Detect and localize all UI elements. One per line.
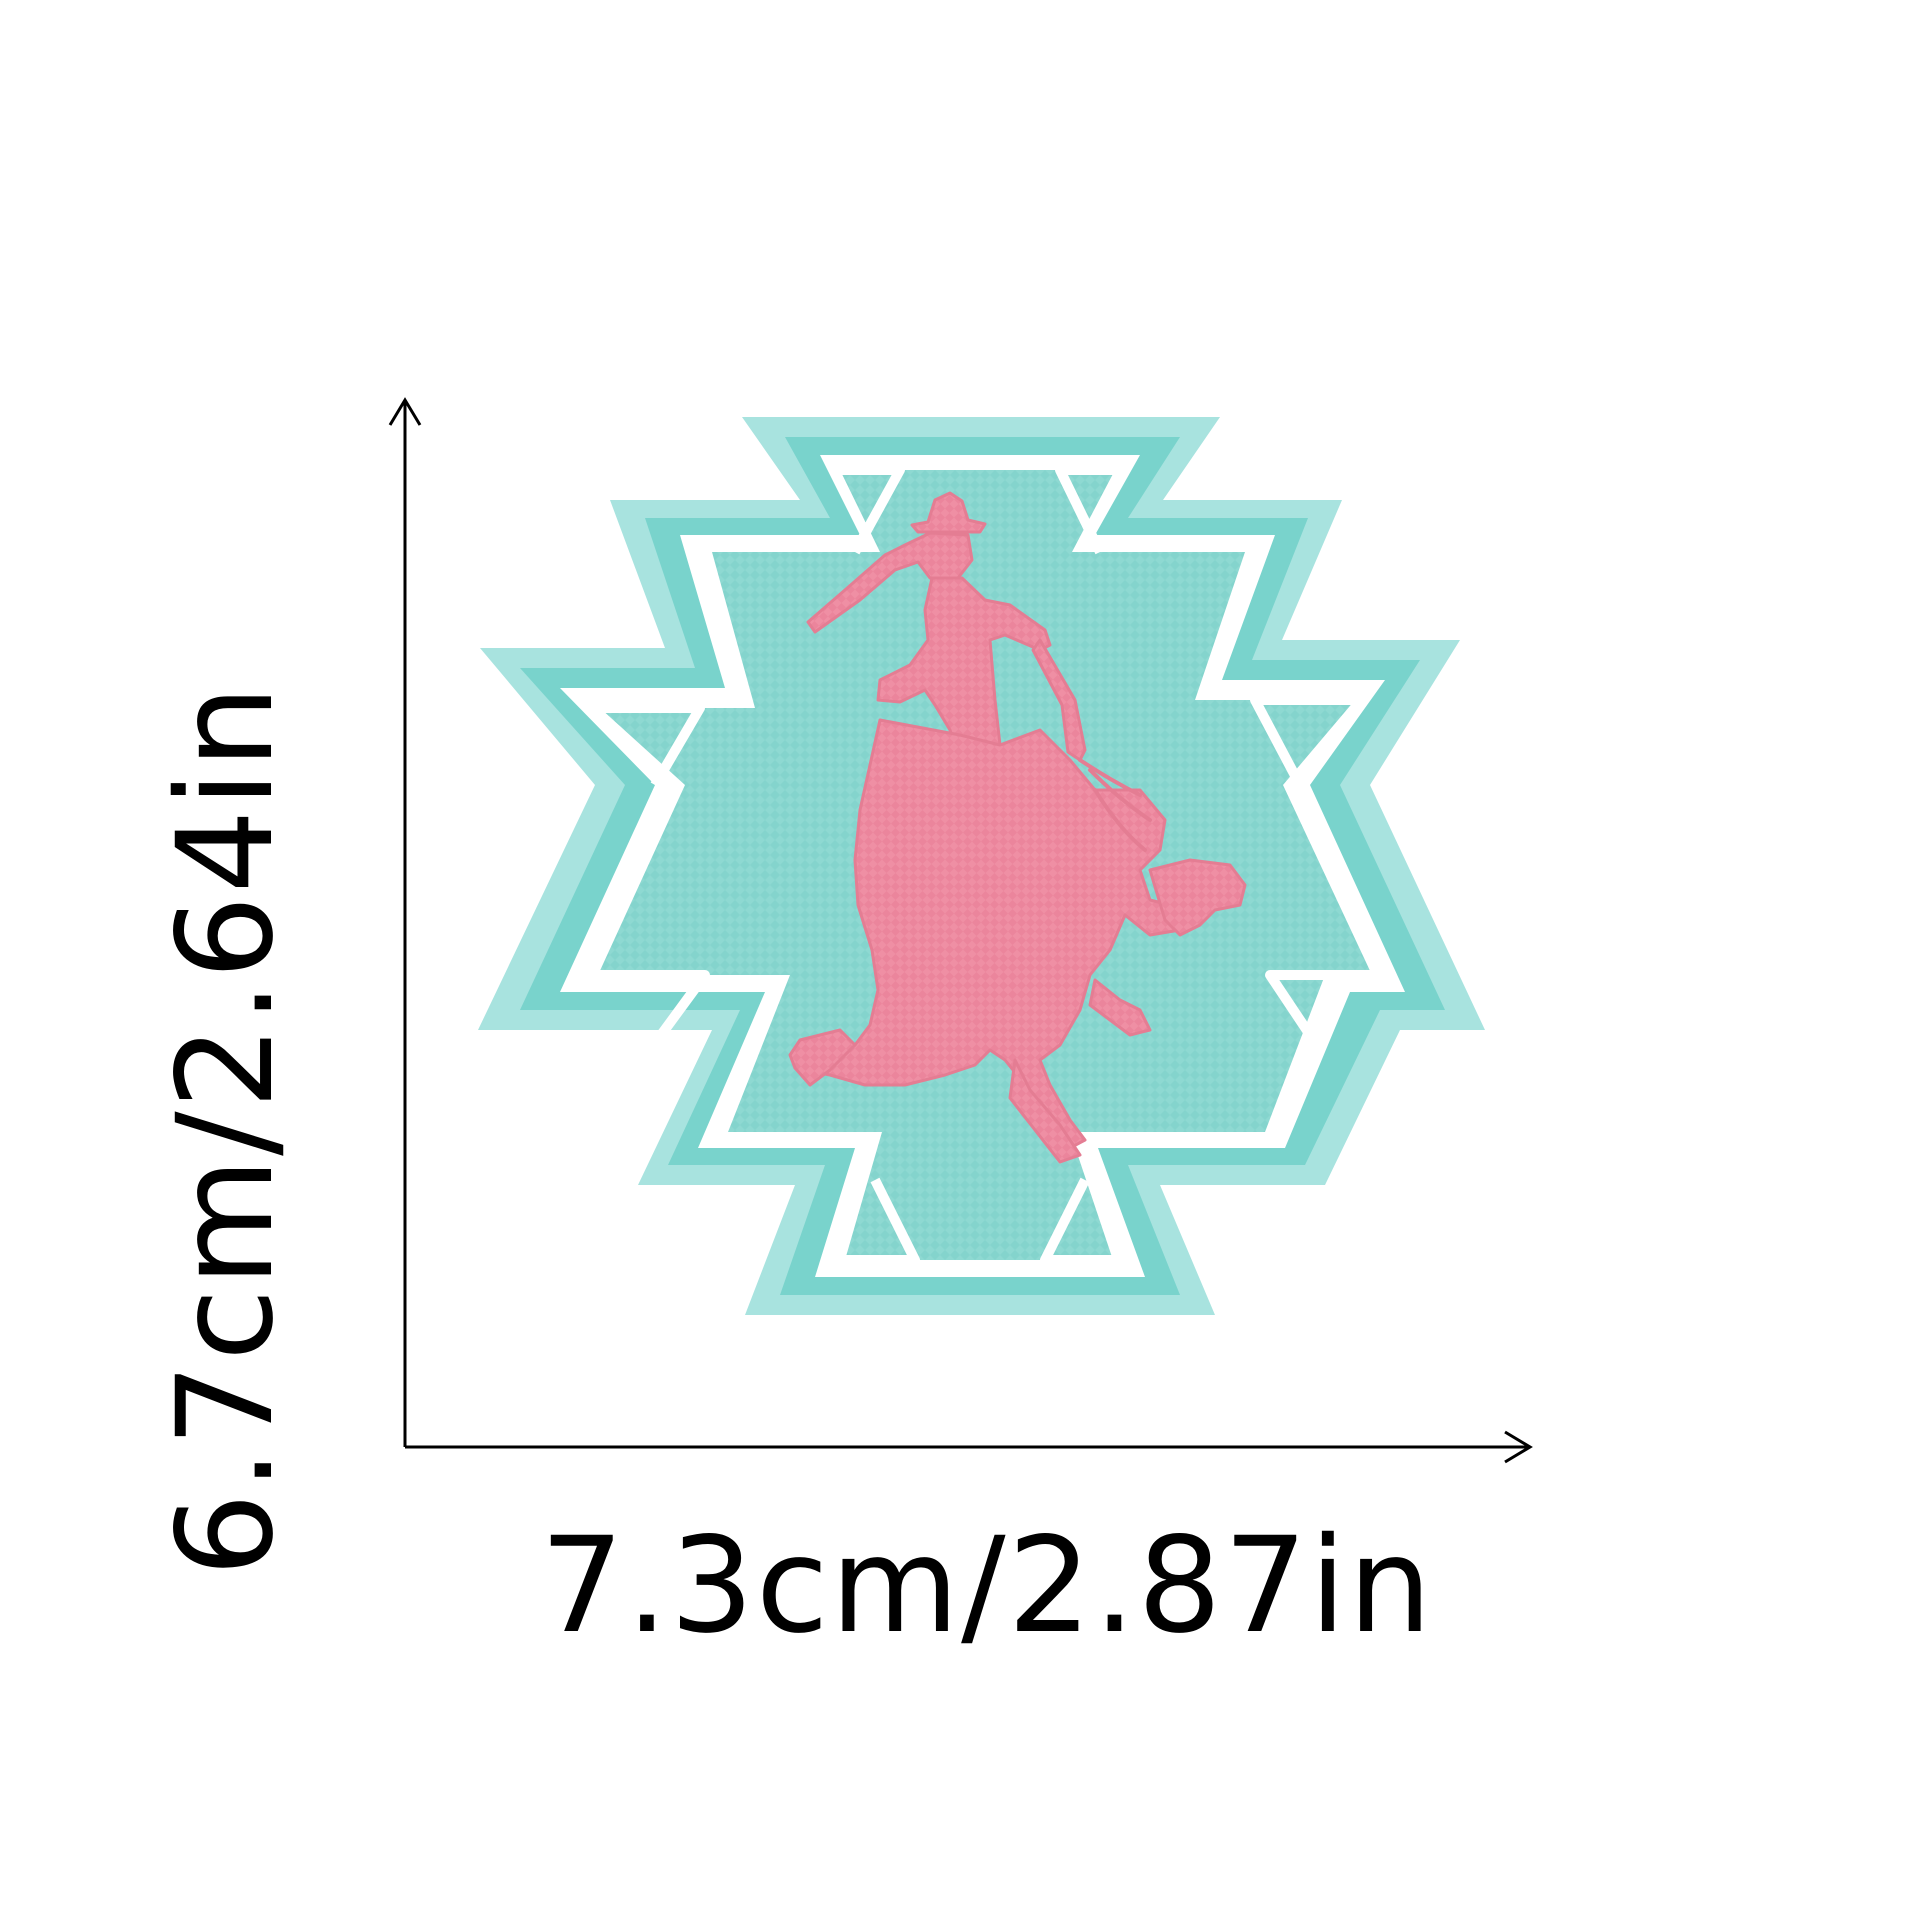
height-arrow xyxy=(388,397,422,1447)
aztec-bucking-bronco-patch-icon xyxy=(478,417,1485,1315)
width-dimension-label: 7.3cm/2.87in xyxy=(540,1509,1434,1663)
height-dimension-label: 6.7cm/2.64in xyxy=(149,683,303,1577)
width-arrow xyxy=(405,1430,1533,1464)
